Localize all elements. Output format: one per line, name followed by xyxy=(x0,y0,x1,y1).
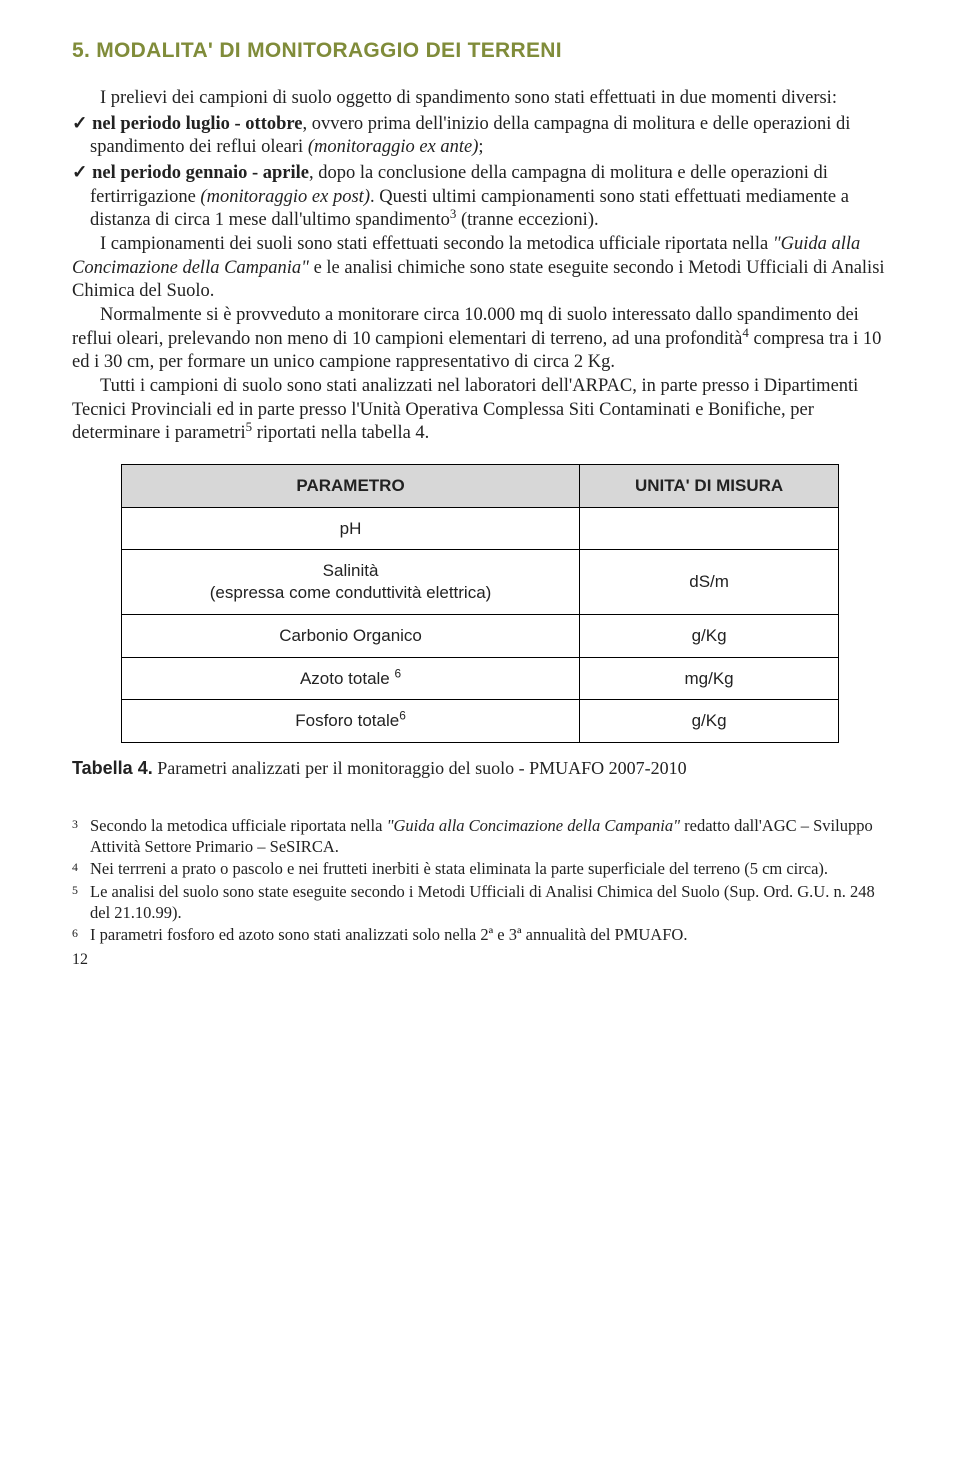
bullet-paren: (monitoraggio ex post) xyxy=(200,187,370,207)
check-icon: ✓ xyxy=(72,112,88,133)
footnote: 5Le analisi del suolo sono state eseguit… xyxy=(72,882,888,923)
bullet-tail: ; xyxy=(478,137,483,157)
footnote: 4Nei terrreni a prato o pascolo e nei fr… xyxy=(72,859,888,880)
body-paragraph-1: I campionamenti dei suoli sono stati eff… xyxy=(72,233,888,304)
table-cell-param: Salinità(espressa come conduttività elet… xyxy=(121,550,579,615)
footnote-ref-6: 6 xyxy=(394,666,401,680)
table-header-row: PARAMETRO UNITA' DI MISURA xyxy=(121,464,838,507)
table-row: pH xyxy=(121,507,838,550)
table-cell-unit: g/Kg xyxy=(580,614,839,657)
footnote: 3Secondo la metodica ufficiale riportata… xyxy=(72,816,888,857)
table-cell-param: pH xyxy=(121,507,579,550)
caption-lead: Tabella 4. xyxy=(72,758,153,778)
para-text: Normalmente si è provveduto a monitorare… xyxy=(72,305,859,349)
table-caption: Tabella 4. Parametri analizzati per il m… xyxy=(72,757,888,780)
footnotes-block: 3Secondo la metodica ufficiale riportata… xyxy=(72,816,888,946)
footnote-text: Secondo la metodica ufficiale riportata … xyxy=(90,816,888,857)
footnote-text: I parametri fosforo ed azoto sono stati … xyxy=(90,925,888,946)
table-row: Azoto totale 6mg/Kg xyxy=(121,657,838,700)
bullet-tail2: (tranne eccezioni). xyxy=(456,210,598,230)
table-row: Salinità(espressa come conduttività elet… xyxy=(121,550,838,615)
table-cell-unit: mg/Kg xyxy=(580,657,839,700)
table-row: Fosforo totale6g/Kg xyxy=(121,700,838,743)
table-header-unit: UNITA' DI MISURA xyxy=(580,464,839,507)
footnote: 6I parametri fosforo ed azoto sono stati… xyxy=(72,925,888,946)
footnote-ref-6: 6 xyxy=(399,709,406,723)
table-header-param: PARAMETRO xyxy=(121,464,579,507)
check-icon: ✓ xyxy=(72,161,88,182)
table-cell-unit xyxy=(580,507,839,550)
bullet-item-1: ✓ nel periodo luglio - ottobre, ovvero p… xyxy=(72,111,888,160)
bullet-lead: nel periodo luglio - ottobre xyxy=(92,114,302,134)
table-row: Carbonio Organicog/Kg xyxy=(121,614,838,657)
footnote-number: 3 xyxy=(72,816,90,857)
table-cell-unit: dS/m xyxy=(580,550,839,615)
body-paragraph-2: Normalmente si è provveduto a monitorare… xyxy=(72,304,888,375)
para-text: Tutti i campioni di suolo sono stati ana… xyxy=(72,376,858,443)
para-text: I campionamenti dei suoli sono stati eff… xyxy=(100,234,773,254)
footnote-number: 5 xyxy=(72,882,90,923)
footnote-text: Le analisi del suolo sono state eseguite… xyxy=(90,882,888,923)
section-heading: 5. MODALITA' DI MONITORAGGIO DEI TERRENI xyxy=(72,38,888,65)
page-number: 12 xyxy=(72,950,888,970)
table-cell-param: Azoto totale 6 xyxy=(121,657,579,700)
footnote-italic: "Guida alla Concimazione della Campania" xyxy=(387,816,680,835)
footnote-text: Nei terrreni a prato o pascolo e nei fru… xyxy=(90,859,888,880)
caption-text: Parametri analizzati per il monitoraggio… xyxy=(153,758,687,778)
table-cell-param: Fosforo totale6 xyxy=(121,700,579,743)
footnote-number: 4 xyxy=(72,859,90,880)
para-text: riportati nella tabella 4. xyxy=(252,423,429,443)
bullet-item-2: ✓ nel periodo gennaio - aprile, dopo la … xyxy=(72,160,888,233)
table-cell-param: Carbonio Organico xyxy=(121,614,579,657)
footnote-number: 6 xyxy=(72,925,90,946)
table-cell-unit: g/Kg xyxy=(580,700,839,743)
bullet-lead: nel periodo gennaio - aprile xyxy=(92,163,309,183)
intro-paragraph: I prelievi dei campioni di suolo oggetto… xyxy=(72,87,888,111)
bullet-paren: (monitoraggio ex ante) xyxy=(308,137,479,157)
parameters-table: PARAMETRO UNITA' DI MISURA pHSalinità(es… xyxy=(121,464,839,743)
body-paragraph-3: Tutti i campioni di suolo sono stati ana… xyxy=(72,375,888,446)
